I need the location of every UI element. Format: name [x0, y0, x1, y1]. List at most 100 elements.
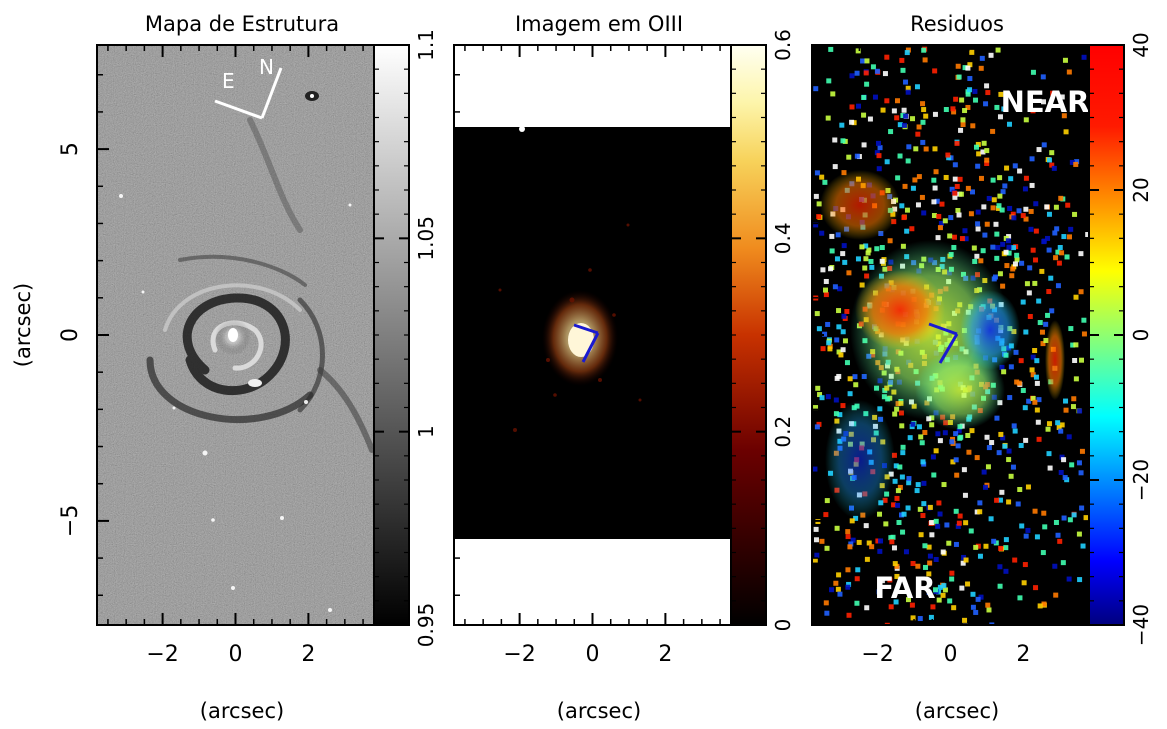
residual-pixel	[1046, 211, 1052, 217]
residual-pixel	[1043, 321, 1049, 327]
residual-pixel	[826, 78, 832, 84]
residual-pixel	[1001, 369, 1007, 375]
residual-pixel	[1028, 208, 1034, 214]
residual-pixel	[1000, 283, 1006, 289]
residual-pixel	[1004, 165, 1010, 171]
residual-pixel	[1019, 523, 1025, 529]
residual-pixel	[975, 226, 981, 232]
residual-pixel	[1044, 204, 1050, 210]
residual-pixel	[1058, 195, 1064, 201]
residual-pixel	[1066, 69, 1072, 75]
residual-pixel	[864, 556, 870, 562]
residual-pixel	[1062, 57, 1068, 63]
residual-pixel	[866, 247, 872, 253]
residual-pixel	[855, 567, 861, 573]
residual-pixel	[900, 67, 906, 73]
residual-pixel	[965, 581, 971, 587]
residual-pixel	[822, 179, 828, 185]
residual-pixel	[1010, 266, 1016, 272]
residual-pixel	[1018, 358, 1024, 364]
residual-pixel	[1008, 364, 1014, 370]
residual-pixel	[972, 88, 978, 94]
residual-pixel	[877, 145, 883, 151]
residual-pixel	[921, 47, 927, 53]
residual-pixel	[915, 131, 921, 137]
residual-pixel	[1048, 275, 1054, 281]
residual-pixel	[970, 591, 976, 597]
residual-pixel	[823, 287, 829, 293]
residual-pixel	[1020, 299, 1026, 305]
residual-pixel	[819, 538, 825, 544]
colorbar-tick-label: 0.2	[771, 416, 795, 448]
residual-pixel	[887, 238, 893, 244]
compass-north-label: N	[259, 55, 274, 79]
residual-pixel	[815, 385, 821, 391]
residual-pixel	[1011, 423, 1017, 429]
residual-pixel	[984, 157, 990, 163]
residual-pixel	[929, 532, 935, 538]
residual-pixel	[914, 84, 920, 90]
residual-pixel	[1030, 395, 1036, 401]
residual-pixel	[951, 234, 957, 240]
residual-pixel	[1081, 54, 1087, 60]
residual-pixel	[984, 221, 990, 227]
residual-pixel	[1010, 211, 1016, 217]
residual-pixel	[887, 577, 893, 583]
residual-pixel	[954, 472, 960, 478]
colorbar-tick-label: 20	[1129, 177, 1153, 202]
residual-pixel	[867, 116, 873, 122]
residual-pixel	[921, 210, 927, 216]
residual-pixel	[849, 73, 855, 79]
residual-pixel	[892, 561, 898, 567]
residual-pixel	[876, 589, 882, 595]
residual-pixel	[947, 233, 953, 239]
x-tick-label: −2	[861, 642, 893, 667]
residual-pixel	[950, 106, 956, 112]
residual-pixel	[970, 123, 976, 129]
residual-pixel	[1067, 517, 1073, 523]
residual-pixel	[1039, 268, 1045, 274]
residual-pixel	[1022, 186, 1028, 192]
residual-pixel	[1070, 404, 1076, 410]
residual-pixel	[1040, 550, 1046, 556]
colorbar-tick-label: 0	[771, 619, 795, 632]
residual-pixel	[820, 346, 826, 352]
residual-pixel	[1014, 252, 1020, 258]
residual-pixel	[931, 177, 937, 183]
residual-pixel	[915, 482, 921, 488]
residual-pixel	[965, 432, 971, 438]
residual-pixel	[1041, 142, 1047, 148]
colorbar-tick-label: 1.05	[414, 216, 438, 261]
residual-pixel	[1036, 298, 1042, 304]
residual-pixel	[828, 266, 834, 272]
residual-pixel	[940, 592, 946, 598]
residuals-xlabel: (arcsec)	[915, 699, 999, 723]
residual-pixel	[899, 423, 905, 429]
residual-pixel	[856, 539, 862, 545]
residual-pixel	[904, 50, 910, 56]
residual-pixel	[913, 146, 919, 152]
residual-pixel	[849, 518, 855, 524]
residual-pixel	[975, 209, 981, 215]
residual-pixel	[910, 116, 916, 122]
residual-pixel	[851, 120, 857, 126]
residual-pixel	[856, 103, 862, 109]
residual-pixel	[985, 602, 991, 608]
residual-pixel	[878, 538, 884, 544]
residual-pixel	[1053, 519, 1059, 525]
residual-pixel	[901, 511, 907, 517]
residual-pixel	[835, 586, 841, 592]
residual-pixel	[1041, 238, 1047, 244]
residual-pixel	[973, 609, 979, 615]
residual-pixel	[905, 85, 911, 91]
residual-pixel	[935, 431, 941, 437]
residual-pixel	[845, 529, 851, 535]
residual-pixel	[897, 484, 903, 490]
residual-pixel	[909, 226, 915, 232]
residual-pixel	[929, 422, 935, 428]
residual-pixel	[1077, 408, 1083, 414]
residual-pixel	[949, 570, 955, 576]
residual-pixel	[819, 395, 825, 401]
residual-pixel	[1066, 434, 1072, 440]
residual-pixel	[1020, 387, 1026, 393]
